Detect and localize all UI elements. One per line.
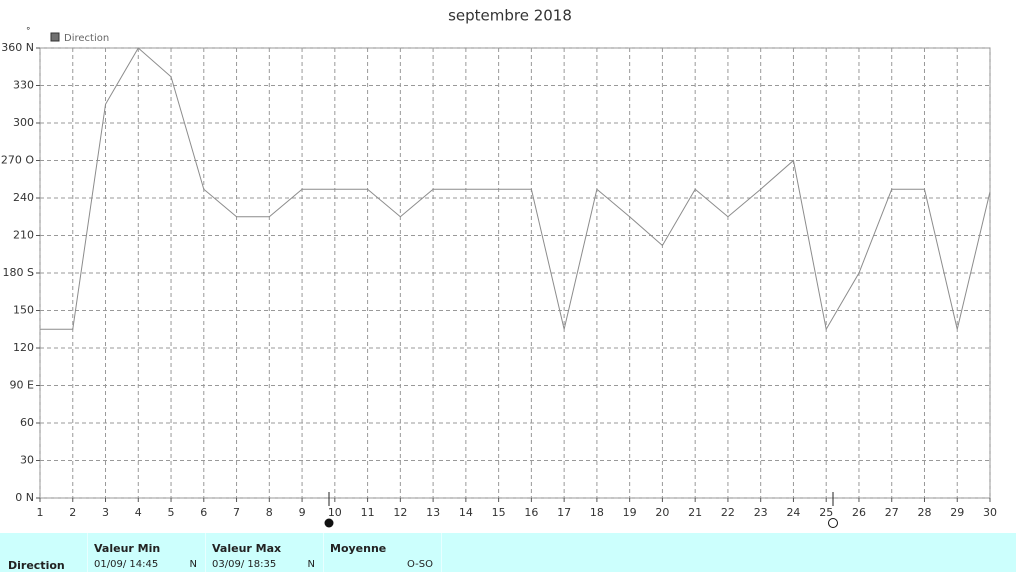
y-tick-label: 90 E xyxy=(10,379,34,392)
x-tick-label: 16 xyxy=(524,506,538,519)
x-tick-label: 13 xyxy=(426,506,440,519)
x-tick-label: 26 xyxy=(852,506,866,519)
x-tick-label: 15 xyxy=(492,506,506,519)
max-cell: Valeur Max 03/09/ 18:35 N xyxy=(206,533,324,572)
x-tick-label: 20 xyxy=(655,506,669,519)
y-tick-label: 300 xyxy=(13,116,34,129)
row-label: Direction xyxy=(8,559,65,572)
y-tick-label: 330 xyxy=(13,79,34,92)
x-tick-label: 22 xyxy=(721,506,735,519)
x-tick-label: 30 xyxy=(983,506,997,519)
x-tick-label: 2 xyxy=(69,506,76,519)
legend-swatch xyxy=(50,32,60,42)
min-cell: Valeur Min 01/09/ 14:45 N xyxy=(88,533,206,572)
x-tick-label: 21 xyxy=(688,506,702,519)
mean-header: Moyenne xyxy=(330,542,387,555)
y-tick-label: 270 O xyxy=(1,154,34,167)
full-moon xyxy=(828,518,838,528)
x-tick-label: 18 xyxy=(590,506,604,519)
max-dir: N xyxy=(307,559,315,570)
y-tick-label: 120 xyxy=(13,341,34,354)
min-header: Valeur Min xyxy=(94,542,161,555)
x-tick-label: 1 xyxy=(37,506,44,519)
x-tick-label: 24 xyxy=(786,506,800,519)
legend-label: Direction xyxy=(64,33,109,44)
x-tick-label: 19 xyxy=(623,506,637,519)
y-tick-label: 240 xyxy=(13,191,34,204)
y-tick-label: 150 xyxy=(13,304,34,317)
x-tick-label: 29 xyxy=(950,506,964,519)
x-tick-label: 10 xyxy=(328,506,342,519)
x-tick-label: 5 xyxy=(168,506,175,519)
x-tick-label: 27 xyxy=(885,506,899,519)
y-unit: ° xyxy=(26,27,31,37)
mean-dir: O-SO xyxy=(407,559,433,570)
x-tick-label: 9 xyxy=(299,506,306,519)
y-tick-label: 180 S xyxy=(3,266,34,279)
y-tick-label: 360 N xyxy=(1,41,34,54)
y-tick-label: 60 xyxy=(20,416,34,429)
mean-cell: Moyenne O-SO xyxy=(324,533,442,572)
x-tick-label: 3 xyxy=(102,506,109,519)
x-tick-label: 28 xyxy=(917,506,931,519)
x-tick-label: 4 xyxy=(135,506,142,519)
y-tick-label: 210 xyxy=(13,229,34,242)
max-time: 03/09/ 18:35 xyxy=(212,559,277,570)
x-tick-label: 23 xyxy=(754,506,768,519)
summary-table: Direction Valeur Min 01/09/ 14:45 N Vale… xyxy=(0,533,1016,572)
max-header: Valeur Max xyxy=(212,542,282,555)
min-dir: N xyxy=(189,559,197,570)
chart-title: septembre 2018 xyxy=(448,7,572,25)
x-tick-label: 14 xyxy=(459,506,473,519)
y-tick-label: 0 N xyxy=(15,491,34,504)
min-time: 01/09/ 14:45 xyxy=(94,559,159,570)
x-tick-label: 6 xyxy=(200,506,207,519)
data-line xyxy=(40,47,991,331)
x-tick-label: 11 xyxy=(361,506,375,519)
x-tick-label: 7 xyxy=(233,506,240,519)
x-tick-label: 12 xyxy=(393,506,407,519)
row-label-cell: Direction xyxy=(0,533,88,572)
x-tick-label: 25 xyxy=(819,506,833,519)
x-tick-label: 17 xyxy=(557,506,571,519)
new-moon xyxy=(324,518,334,528)
y-tick-label: 30 xyxy=(20,454,34,467)
x-tick-label: 8 xyxy=(266,506,273,519)
